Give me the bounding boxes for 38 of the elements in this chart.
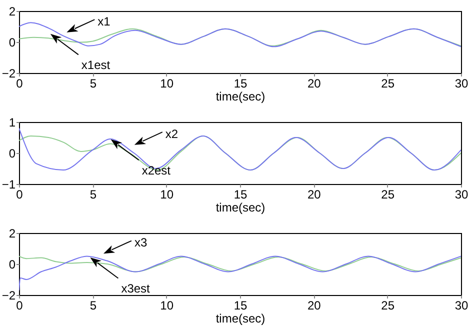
y-tick-label: −2	[2, 288, 16, 302]
x-tick-label: 15	[234, 298, 248, 312]
x-tick-label: 30	[454, 298, 468, 312]
x-tick-label: 25	[381, 298, 395, 312]
x-tick-label: 20	[307, 298, 322, 312]
annotation: x1	[98, 14, 111, 28]
x-tick-label: 20	[307, 188, 322, 202]
annotation: x3est	[121, 281, 151, 296]
x-tick-label: 20	[307, 76, 322, 90]
annotation: x2est	[142, 163, 172, 178]
x-tick-label: 10	[160, 298, 174, 312]
x-tick-label: 15	[234, 188, 248, 202]
x-tick-label: 30	[454, 188, 468, 202]
annotation: x3	[134, 236, 148, 250]
x-tick-label: 15	[234, 76, 248, 90]
x-tick-label: 5	[90, 76, 97, 90]
y-tick-label: 0	[8, 36, 16, 50]
x-tick-label: 25	[381, 76, 395, 90]
x-tick-label: 10	[160, 188, 174, 202]
x-tick-label: 5	[90, 188, 97, 202]
x-tick-label: 30	[454, 76, 468, 90]
y-tick-label: 2	[8, 4, 16, 18]
annotation: x1est	[81, 58, 111, 72]
x-tick-label: 25	[381, 188, 395, 202]
x-axis-title: time(sec)	[216, 200, 266, 214]
y-tick-label: 2	[8, 226, 16, 240]
annotation: x2	[165, 126, 178, 141]
x-axis-title: time(sec)	[216, 312, 266, 326]
x-tick-label: 10	[160, 76, 174, 90]
line-series	[19, 256, 461, 291]
x-tick-label: 5	[90, 298, 97, 312]
x-axis-title: time(sec)	[216, 90, 266, 104]
y-tick-label: 0	[8, 258, 16, 272]
y-tick-label: −1	[2, 178, 16, 192]
line-series	[19, 256, 461, 272]
y-tick-label: −2	[2, 66, 16, 80]
y-tick-label: 1	[8, 116, 16, 130]
y-tick-label: 0	[8, 146, 16, 160]
